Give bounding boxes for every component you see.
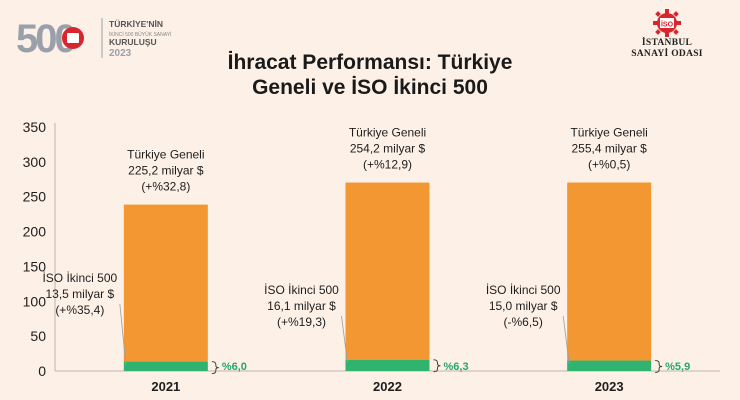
bar-iso-ikinci-500 [345, 359, 430, 371]
leader-line [562, 315, 570, 364]
y-tick-label: 350 [23, 119, 47, 135]
y-tick-label: 300 [23, 154, 47, 170]
data-label-turkiye-name: Türkiye Geneli [349, 126, 426, 140]
data-label-turkiye-change: (+%12,9) [363, 158, 412, 172]
x-tick-label: 2022 [373, 379, 402, 394]
logo-500: 500 TÜRKİYE'NİN İKİNCİ 500 BÜYÜK SANAYİ … [14, 10, 204, 61]
data-label-turkiye-change: (+%0,5) [588, 157, 630, 171]
y-tick-label: 0 [38, 363, 46, 379]
logo-line3: KURULUŞU [109, 37, 157, 47]
iso-name-line1: İSTANBUL [641, 38, 693, 48]
bar-iso-ikinci-500 [123, 361, 208, 371]
y-tick-label: 100 [23, 293, 47, 309]
data-label-turkiye-change: (+%32,8) [141, 180, 190, 194]
data-label-turkiye-value: 254,2 milyar $ [350, 142, 426, 156]
share-label: %6,3 [444, 361, 469, 373]
x-tick-label: 2023 [595, 379, 624, 394]
y-tick-label: 200 [23, 224, 47, 240]
data-label-iso-name: İSO İkinci 500 [486, 283, 561, 297]
leader-line [341, 315, 348, 363]
chart-title-line1: İhracat Performansı: Türkiye [227, 51, 513, 74]
share-label: %5,9 [665, 361, 690, 373]
iso-badge: İSO [661, 21, 674, 29]
logo-iso: İSO İSTANBUL SANAYİ ODASI [612, 8, 722, 64]
bar-turkiye-geneli [123, 204, 208, 362]
leader-line [119, 303, 127, 365]
data-label-iso-value: 15,0 milyar $ [489, 299, 558, 313]
bar-turkiye-geneli [345, 182, 430, 360]
data-label-iso-change: (+%19,3) [277, 315, 326, 329]
logo-gear-icon [62, 27, 84, 49]
logo-line2: İKİNCİ 500 BÜYÜK SANAYİ [109, 31, 171, 38]
share-label: %6,0 [222, 361, 247, 373]
data-label-iso-name: İSO İkinci 500 [42, 271, 117, 285]
iso-gear-icon: İSO [653, 9, 681, 37]
iso-name-line2: SANAYİ ODASI [631, 49, 703, 59]
data-label-iso-value: 16,1 milyar $ [267, 299, 336, 313]
logo-line1: TÜRKİYE'NİN [109, 19, 163, 29]
logo-500-graphic: 500 TÜRKİYE'NİN İKİNCİ 500 BÜYÜK SANAYİ … [16, 17, 171, 61]
share-brace [211, 361, 219, 375]
y-tick-label: 150 [23, 258, 47, 274]
data-label-iso-change: (-%6,5) [503, 315, 542, 329]
data-label-turkiye-name: Türkiye Geneli [570, 125, 647, 139]
x-tick-label: 2021 [151, 379, 180, 394]
data-label-turkiye-value: 255,4 milyar $ [571, 141, 647, 155]
logo-year: 2023 [109, 48, 132, 59]
data-label-turkiye-name: Türkiye Geneli [127, 148, 204, 162]
share-brace [433, 359, 441, 373]
chart-title: İhracat Performansı: Türkiye Geneli ve İ… [0, 50, 740, 100]
data-label-iso-value: 13,5 milyar $ [45, 287, 114, 301]
data-label-iso-change: (+%35,4) [55, 303, 104, 317]
data-label-turkiye-value: 225,2 milyar $ [128, 164, 204, 178]
y-tick-label: 250 [23, 189, 47, 205]
data-label-iso-name: İSO İkinci 500 [264, 283, 339, 297]
bar-turkiye-geneli [567, 182, 652, 361]
bar-iso-ikinci-500 [567, 360, 652, 371]
chart-title-line2: Geneli ve İSO İkinci 500 [252, 76, 488, 99]
y-tick-label: 50 [30, 328, 46, 344]
